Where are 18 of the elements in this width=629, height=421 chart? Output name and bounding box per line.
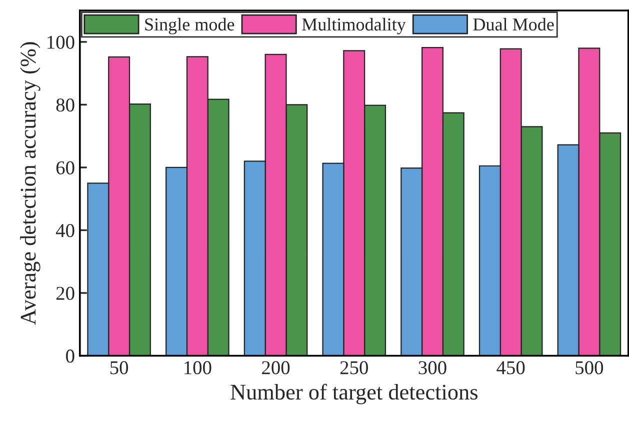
x-tick-label: 500 [576, 361, 604, 374]
x-tick-label: 100 [184, 361, 212, 374]
x-axis-title: Number of target detections [230, 384, 478, 404]
y-tick-label: 100 [48, 36, 74, 49]
y-tick-label: 0 [66, 350, 74, 363]
y-tick-label: 80 [56, 98, 74, 112]
x-tick-label: 250 [340, 361, 368, 374]
x-tick-label: 50 [110, 361, 128, 374]
y-tick-label: 20 [56, 286, 74, 300]
legend-label: Single mode [145, 18, 234, 34]
legend-label: Multimodality [302, 18, 406, 34]
y-tick-label: 40 [56, 224, 74, 238]
y-tick-label: 60 [56, 161, 74, 174]
y-axis-title: Average detection accuracy (%) [20, 42, 40, 325]
x-tick-label: 200 [262, 361, 290, 374]
legend-label: Dual Mode [473, 18, 554, 31]
x-tick-label: 450 [496, 361, 525, 374]
x-tick-label: 300 [418, 361, 446, 374]
